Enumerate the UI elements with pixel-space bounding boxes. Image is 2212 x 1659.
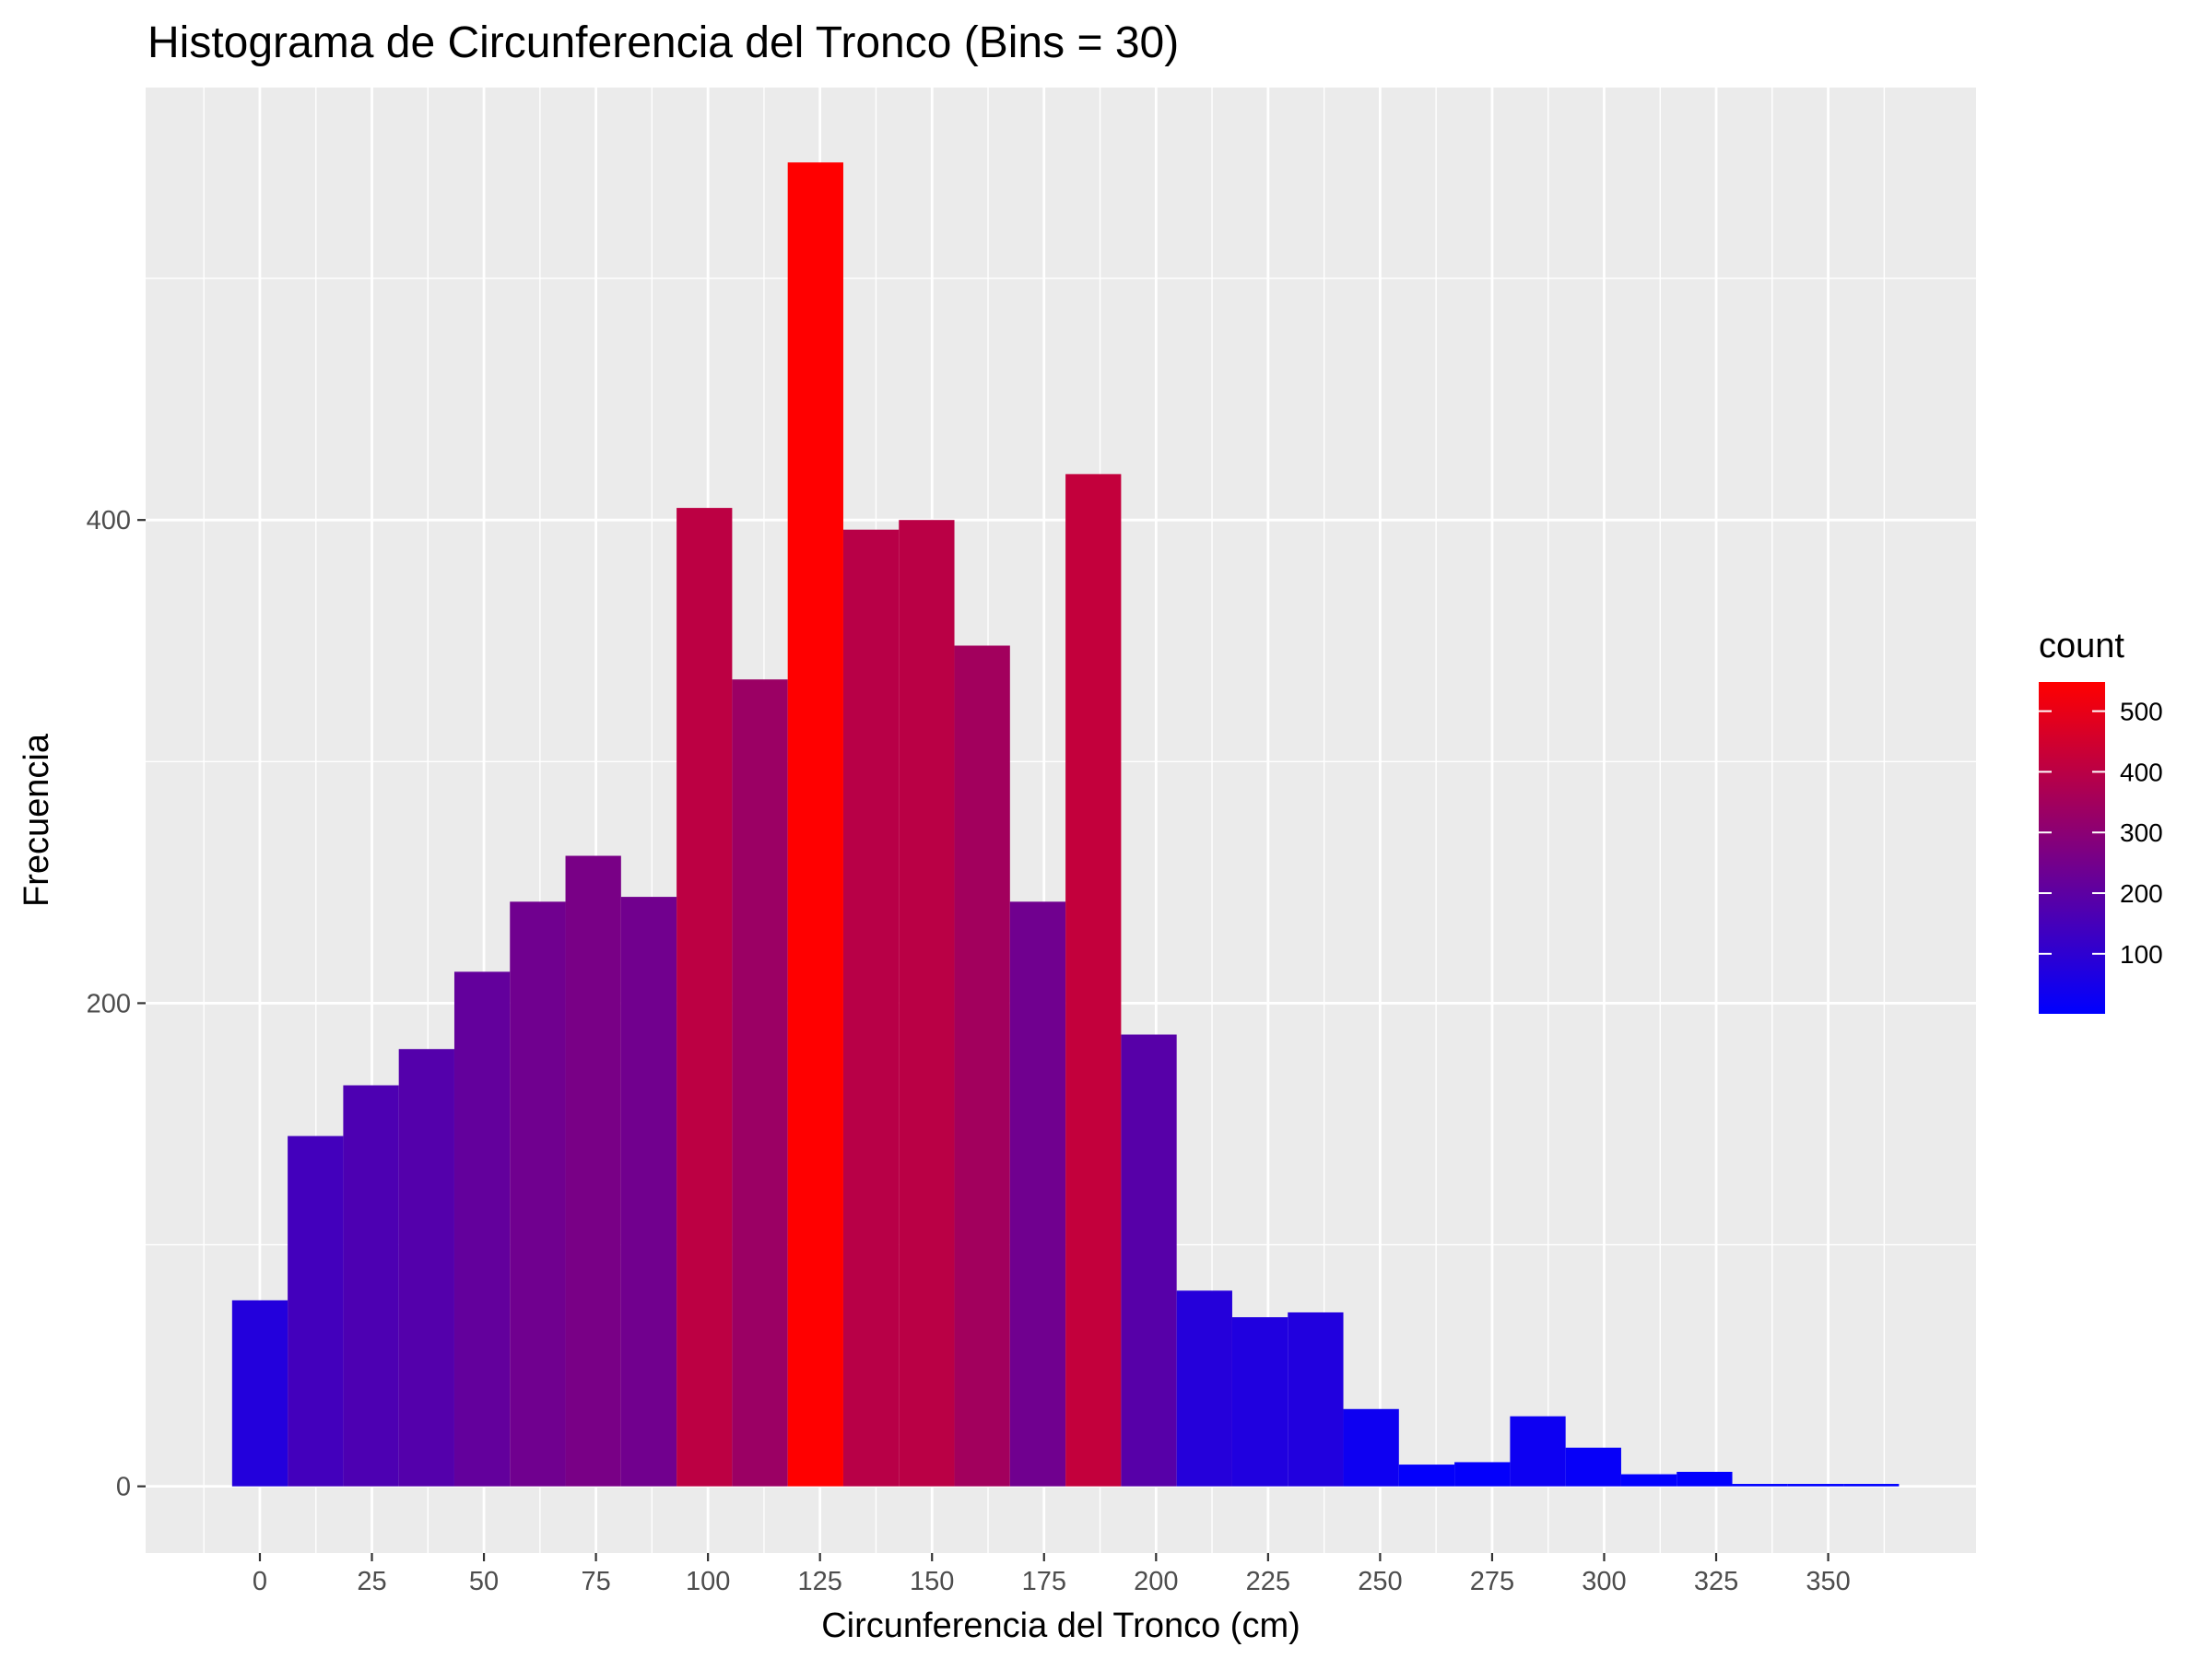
x-tick-label: 275	[1470, 1567, 1514, 1596]
histogram-bar	[677, 508, 733, 1487]
x-tick-label: 75	[581, 1567, 610, 1596]
histogram-bar	[787, 162, 843, 1487]
histogram-bar	[1121, 1034, 1177, 1487]
histogram-bar	[1787, 1484, 1844, 1487]
histogram-bar	[1510, 1416, 1566, 1487]
histogram-bar	[1732, 1484, 1788, 1487]
x-tick-label: 125	[797, 1567, 841, 1596]
histogram-bar	[398, 1049, 454, 1487]
histogram-bar	[1231, 1317, 1288, 1487]
y-axis-ticks: 0 200 400	[87, 506, 146, 1502]
y-tick-label: 0	[116, 1473, 131, 1502]
histogram-bar	[1565, 1447, 1621, 1487]
x-tick-label: 100	[686, 1567, 730, 1596]
legend-ticks: 100 200 300 400 500	[2039, 698, 2163, 969]
histogram-bar	[510, 901, 566, 1487]
y-tick-label: 400	[87, 506, 131, 535]
y-tick-label: 200	[87, 989, 131, 1018]
y-axis-title: Frecuencia	[18, 733, 56, 907]
legend-tick-label: 200	[2120, 879, 2163, 908]
histogram-bar	[732, 679, 788, 1487]
histogram-bar	[899, 520, 955, 1487]
x-axis-ticks: 0 25 50 75 100 125 150 175 200 225 250 275 300 325 350	[253, 1553, 1851, 1596]
x-tick-label: 250	[1358, 1567, 1402, 1596]
legend-tick-label: 500	[2120, 698, 2163, 726]
histogram-bar	[1454, 1462, 1511, 1487]
x-tick-label: 150	[910, 1567, 954, 1596]
legend-tick-label: 400	[2120, 758, 2163, 786]
chart-title: Histograma de Circunferencia del Tronco …	[147, 18, 1179, 67]
x-axis-title: Circunferencia del Tronco (cm)	[821, 1606, 1300, 1645]
x-tick-label: 0	[253, 1567, 267, 1596]
histogram-bar	[1843, 1484, 1900, 1487]
legend-tick-label: 300	[2120, 818, 2163, 847]
histogram-bar	[954, 645, 1010, 1487]
histogram-bar	[231, 1300, 288, 1487]
histogram-bars	[231, 162, 1900, 1487]
legend-tick-label: 100	[2120, 940, 2163, 969]
x-tick-label: 50	[469, 1567, 499, 1596]
x-tick-label: 350	[1806, 1567, 1850, 1596]
x-tick-label: 200	[1134, 1567, 1178, 1596]
histogram-bar	[620, 897, 677, 1487]
histogram-bar	[453, 971, 511, 1487]
legend-title: count	[2039, 627, 2124, 665]
x-tick-label: 175	[1022, 1567, 1066, 1596]
histogram-bar	[288, 1135, 344, 1487]
histogram-bar	[1677, 1471, 1733, 1487]
x-tick-label: 225	[1246, 1567, 1290, 1596]
fill-legend: count 100 200 300 400 500	[2039, 627, 2163, 1014]
legend-colorbar	[2039, 682, 2105, 1014]
histogram-bar	[1065, 474, 1122, 1487]
histogram-bar	[565, 855, 621, 1487]
histogram-bar	[842, 529, 900, 1487]
histogram-bar	[1009, 901, 1066, 1487]
x-tick-label: 300	[1582, 1567, 1626, 1596]
histogram-bar	[1343, 1408, 1399, 1487]
histogram-bar	[1620, 1474, 1677, 1487]
x-tick-label: 325	[1694, 1567, 1738, 1596]
histogram-bar	[1176, 1290, 1232, 1487]
histogram-bar	[343, 1085, 399, 1487]
histogram-bar	[1288, 1312, 1344, 1487]
histogram-bar	[1398, 1465, 1455, 1487]
x-tick-label: 25	[357, 1567, 386, 1596]
